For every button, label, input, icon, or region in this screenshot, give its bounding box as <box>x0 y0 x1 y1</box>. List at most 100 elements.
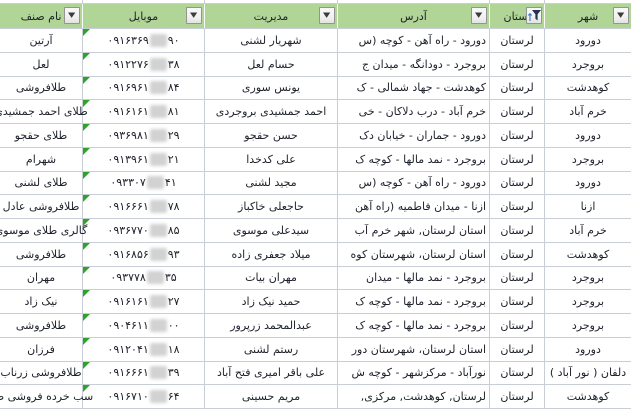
cell-business-name[interactable]: لعل <box>0 52 83 76</box>
filter-dropdown-button[interactable]: ▼ <box>64 7 80 24</box>
cell-address[interactable]: دورود - راه آهن - کوچه (س <box>338 171 490 195</box>
cell-province[interactable]: لرستان <box>490 124 545 147</box>
cell-city[interactable]: بروجرد <box>571 57 605 71</box>
cell-mobile[interactable]: ۰۹۱۶۱۶۱ ۸۱ <box>83 100 205 123</box>
cell-manager[interactable]: عبدالمحمد زرپرور <box>205 314 338 337</box>
cell-mobile[interactable]: ۰۹۱۳۹۶۱ ۲۱ <box>83 147 205 171</box>
cell-manager[interactable]: میلاد جعفری زاده <box>205 242 338 266</box>
cell-business-name[interactable]: مهران <box>0 266 83 290</box>
cell-mobile[interactable]: ۰۹۳۳۰۷ ۴۱ <box>83 171 205 195</box>
filter-dropdown-button[interactable]: ▼ <box>526 7 542 24</box>
cell-city[interactable]: بروجرد <box>571 271 605 285</box>
cell-city[interactable]: کوهدشت <box>566 81 610 95</box>
cell-city[interactable]: دورود <box>575 176 601 190</box>
cell-address[interactable]: خرم آباد - درب دلاکان - خی <box>338 100 490 123</box>
cell-province[interactable]: لرستان <box>490 290 545 313</box>
cell-address[interactable]: بروجرد - نمد مالها - کوچه ک <box>338 290 490 313</box>
cell-city[interactable]: کوهدشت <box>566 247 610 261</box>
cell-address[interactable]: نورآباد - مرکزشهر - کوچه ش <box>338 361 490 385</box>
cell-manager[interactable]: یونس سوری <box>205 76 338 100</box>
cell-mobile[interactable]: ۰۹۰۴۶۱۱ ۰۰ <box>83 314 205 337</box>
cell-mobile[interactable]: ۰۹۳۷۷۸ ۳۵ <box>83 266 205 290</box>
cell-mobile[interactable]: ۰۹۱۶۹۶۱ ۸۴ <box>83 76 205 100</box>
cell-mobile[interactable]: ۰۹۱۲۰۴۱ ۱۸ <box>83 337 205 361</box>
cell-province[interactable]: لرستان <box>490 266 545 290</box>
cell-address[interactable]: استان لرستان, شهر خرم آب <box>338 219 490 242</box>
cell-address[interactable]: بروجرد - نمد مالها - کوچه ک <box>338 314 490 337</box>
cell-address[interactable]: دورود - جماران - خیابان دک <box>338 124 490 147</box>
cell-business-name[interactable]: سب خرده فروشی طلا <box>0 385 93 408</box>
cell-business-name[interactable]: طلافروشی زرناب <box>0 361 83 385</box>
cell-city[interactable]: بروجرد <box>571 295 605 309</box>
filter-dropdown-button[interactable]: ▼ <box>186 7 202 24</box>
cell-mobile[interactable]: ۰۹۱۶۳۶۹ ۹۰ <box>83 29 205 52</box>
cell-address[interactable]: بروجرد - نمد مالها - کوچه ک <box>338 147 490 171</box>
cell-manager[interactable]: سیدعلی موسوی <box>205 219 338 242</box>
cell-business-name[interactable]: طلای لشنی <box>0 171 83 195</box>
cell-city[interactable]: ازنا <box>580 200 596 214</box>
cell-province[interactable]: لرستان <box>490 147 545 171</box>
cell-mobile[interactable]: ۰۹۱۶۱۶۱ ۲۷ <box>83 290 205 313</box>
cell-mobile[interactable]: ۰۹۱۶۸۵۶ ۹۳ <box>83 242 205 266</box>
cell-manager[interactable]: مجید لشنی <box>205 171 338 195</box>
cell-mobile[interactable]: ۰۹۱۲۲۷۶ ۳۸ <box>83 52 205 76</box>
cell-business-name[interactable]: طلافروشی <box>0 314 83 337</box>
cell-address[interactable]: بروجرد - دودانگه - میدان ج <box>338 52 490 76</box>
cell-city[interactable]: دورود <box>575 128 601 142</box>
cell-city[interactable]: بروجرد <box>571 318 605 332</box>
cell-mobile[interactable]: ۰۹۱۶۷۱۰ ۶۴ <box>83 385 205 408</box>
cell-province[interactable]: لرستان <box>490 314 545 337</box>
cell-city[interactable]: خرم آباد <box>569 223 607 237</box>
cell-manager[interactable]: شهریار لشنی <box>205 29 338 52</box>
cell-province[interactable]: لرستان <box>490 76 545 100</box>
cell-address[interactable]: استان لرستان، شهرستان کوه <box>338 242 490 266</box>
cell-business-name[interactable]: نیک زاد <box>0 290 83 313</box>
cell-manager[interactable]: حمید نیک زاد <box>205 290 338 313</box>
cell-address[interactable]: بروجرد - نمد مالها - میدان <box>338 266 490 290</box>
cell-province[interactable]: لرستان <box>490 242 545 266</box>
cell-province[interactable]: لرستان <box>490 219 545 242</box>
cell-business-name[interactable]: طلافروشی <box>0 76 83 100</box>
cell-mobile[interactable]: ۰۹۳۶۷۷۰ ۸۵ <box>83 219 205 242</box>
cell-manager[interactable]: احمد جمشیدی بروجردی <box>205 100 338 123</box>
cell-business-name[interactable]: گالری طلای موسوی <box>0 219 87 242</box>
cell-province[interactable]: لرستان <box>490 29 545 52</box>
cell-province[interactable]: لرستان <box>490 100 545 123</box>
cell-manager[interactable]: حاجعلی خاکباز <box>205 195 338 218</box>
cell-manager[interactable]: مریم حسینی <box>205 385 338 408</box>
cell-province[interactable]: لرستان <box>490 337 545 361</box>
cell-manager[interactable]: حسن حقجو <box>205 124 338 147</box>
filter-dropdown-button[interactable]: ▼ <box>471 7 487 24</box>
cell-province[interactable]: لرستان <box>490 52 545 76</box>
cell-business-name[interactable]: شهرام <box>0 147 83 171</box>
cell-manager[interactable]: حسام لعل <box>205 52 338 76</box>
cell-mobile[interactable]: ۰۹۱۶۶۶۱ ۳۹ <box>83 361 205 385</box>
cell-city[interactable]: دورود <box>575 342 601 356</box>
cell-province[interactable]: لرستان <box>490 385 545 408</box>
cell-business-name[interactable]: آرتین <box>0 29 83 52</box>
cell-address[interactable]: دورود - راه آهن - کوچه (س <box>338 29 490 52</box>
cell-province[interactable]: لرستان <box>490 171 545 195</box>
filter-dropdown-button[interactable]: ▼ <box>319 7 335 24</box>
cell-address[interactable]: ازنا - میدان فاطمیه (راه آهن <box>338 195 490 218</box>
cell-business-name[interactable]: طلای احمد جمشیدی <box>0 100 88 123</box>
cell-city[interactable]: کوهدشت <box>566 390 610 404</box>
cell-city[interactable]: بروجرد <box>571 152 605 166</box>
cell-city[interactable]: خرم آباد <box>569 105 607 119</box>
cell-business-name[interactable]: طلای حقجو <box>0 124 83 147</box>
filter-dropdown-button[interactable]: ▼ <box>613 7 629 24</box>
cell-city[interactable]: دورود <box>575 33 601 47</box>
cell-address[interactable]: استان لرستان، شهرستان دور <box>338 337 490 361</box>
cell-mobile[interactable]: ۰۹۱۶۶۶۱ ۷۸ <box>83 195 205 218</box>
cell-province[interactable]: لرستان <box>490 195 545 218</box>
cell-manager[interactable]: مهران بیات <box>205 266 338 290</box>
cell-address[interactable]: کوهدشت - جهاد شمالی - ک <box>338 76 490 100</box>
cell-manager[interactable]: رستم لشنی <box>205 337 338 361</box>
cell-address[interactable]: لرستان, کوهدشت, مرکزی, <box>338 385 490 408</box>
cell-mobile[interactable]: ۰۹۳۶۹۸۱ ۲۹ <box>83 124 205 147</box>
cell-city[interactable]: دلفان ( نور آباد ) <box>549 366 627 380</box>
cell-business-name[interactable]: طلافروشی عادل <box>0 195 83 218</box>
cell-manager[interactable]: علی کدخدا <box>205 147 338 171</box>
cell-province[interactable]: لرستان <box>490 361 545 385</box>
cell-manager[interactable]: علی باقر امیری فتح آباد <box>205 361 338 385</box>
